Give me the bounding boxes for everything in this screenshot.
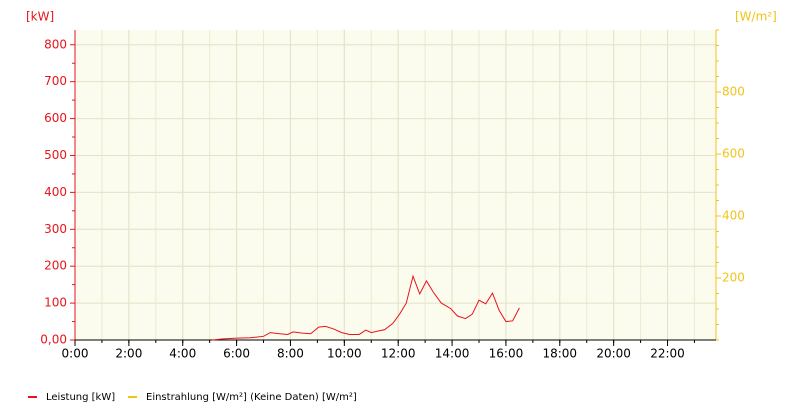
- y2-unit-label: [W/m²]: [735, 10, 777, 24]
- series-line: [212, 274, 520, 341]
- y-tick-label: 600: [44, 111, 67, 125]
- y-tick-label: 500: [44, 148, 67, 162]
- y-tick-label: 400: [44, 185, 67, 199]
- y-tick-label: 0,00: [40, 333, 67, 347]
- y2-tick-label: 600: [722, 147, 745, 161]
- y2-tick-label: 800: [722, 85, 745, 99]
- y-tick-label: 300: [44, 222, 67, 236]
- y-tick-label: 100: [44, 296, 67, 310]
- y-tick-label: 200: [44, 259, 67, 273]
- x-tick-label: 4:00: [169, 347, 196, 361]
- plot-area: [75, 30, 716, 340]
- x-tick-label: 12:00: [381, 347, 416, 361]
- y-tick-label: 800: [44, 37, 67, 51]
- legend-label: Leistung [kW]: [46, 392, 115, 403]
- y2-tick-label: 400: [722, 209, 745, 223]
- x-tick-label: 6:00: [223, 347, 250, 361]
- x-tick-label: 8:00: [277, 347, 304, 361]
- x-tick-label: 10:00: [327, 347, 362, 361]
- x-tick-label: 16:00: [489, 347, 524, 361]
- x-tick-label: 2:00: [115, 347, 142, 361]
- y-tick-label: 700: [44, 74, 67, 88]
- x-tick-label: 18:00: [542, 347, 577, 361]
- x-tick-label: 20:00: [596, 347, 631, 361]
- legend-label: Einstrahlung [W/m²] (Keine Daten) [W/m²]: [146, 392, 357, 403]
- y2-tick-label: 200: [722, 271, 745, 285]
- y-unit-label: [kW]: [26, 10, 54, 24]
- x-tick-label: 14:00: [435, 347, 470, 361]
- x-tick-label: 22:00: [650, 347, 685, 361]
- x-tick-label: 0:00: [62, 347, 89, 361]
